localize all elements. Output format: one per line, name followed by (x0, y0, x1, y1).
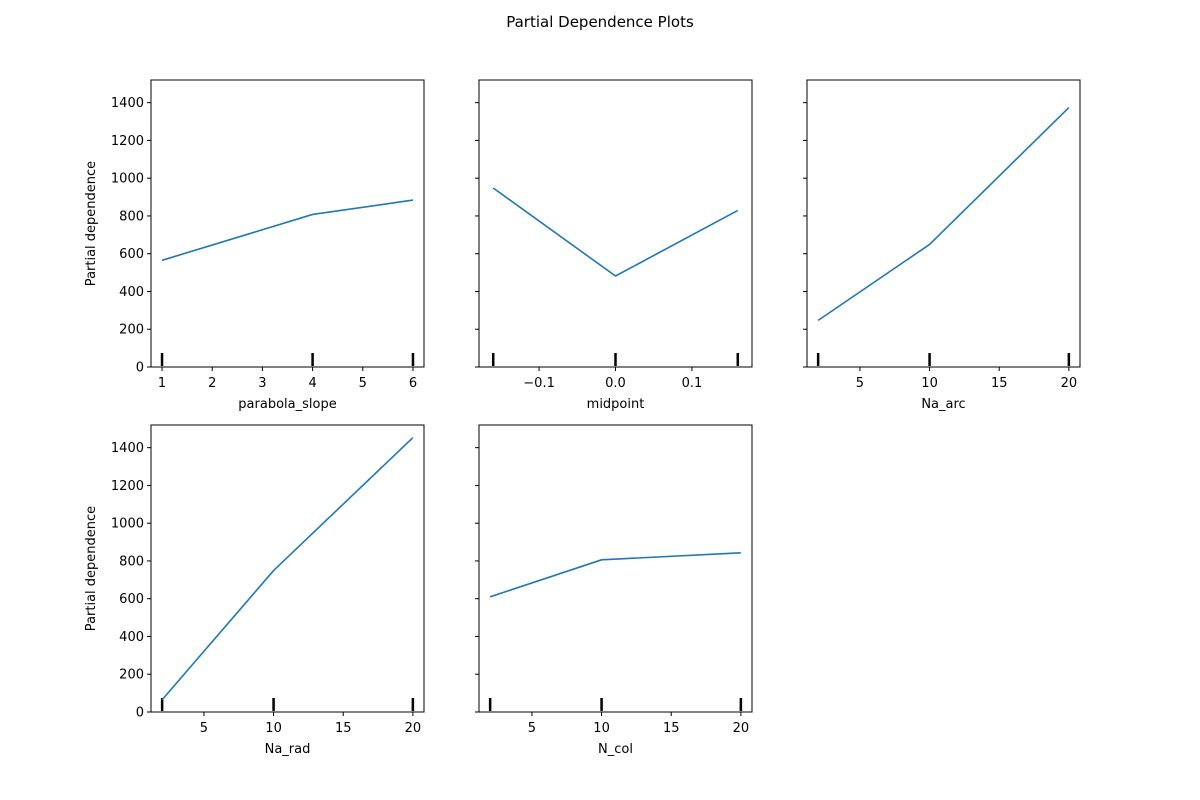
partial-dependence-line (161, 437, 414, 701)
y-tick-label: 200 (119, 323, 144, 338)
x-tick-label: 5 (856, 376, 864, 391)
x-tick-label: 4 (308, 376, 316, 391)
x-tick-label: 15 (335, 721, 352, 736)
y-tick-label: 1200 (111, 134, 144, 149)
x-axis-label: N_col (598, 742, 633, 757)
subplot-5: 5 10 15 20 N_col (475, 424, 753, 757)
y-tick-label: 1200 (111, 479, 144, 494)
y-tick-label: 1400 (111, 441, 144, 456)
axes-frame (478, 424, 753, 713)
x-tick-label: 20 (733, 721, 750, 736)
figure-title: Partial Dependence Plots (506, 13, 694, 31)
x-tick-label: 10 (265, 721, 282, 736)
subplot-4: 0 200 400 600 800 1000 1200 1400 5 10 15 20 Na_rad Pa… (84, 424, 425, 757)
subplot-1: 0 200 400 600 800 1000 1200 1400 1 2 3 4 5 6 parabola_… (84, 79, 425, 412)
y-tick-label: 800 (119, 554, 144, 569)
y-axis-label: Partial dependence (84, 506, 99, 631)
axes-frame (806, 79, 1081, 368)
x-tick-label: 10 (921, 376, 938, 391)
y-axis-label: Partial dependence (84, 161, 99, 286)
x-tick-label: 20 (405, 721, 422, 736)
x-tick-label: 2 (208, 376, 216, 391)
x-tick-label: 0.0 (605, 376, 626, 391)
y-tick-label: 1000 (111, 517, 144, 532)
x-tick-label: 15 (991, 376, 1008, 391)
x-tick-label: 20 (1061, 376, 1078, 391)
y-tick-label: 1400 (111, 96, 144, 111)
x-tick-label: 5 (359, 376, 367, 391)
x-tick-label: 3 (258, 376, 266, 391)
x-axis-label: Na_rad (265, 742, 311, 757)
y-tick-label: 200 (119, 668, 144, 683)
x-axis-label: Na_arc (921, 397, 965, 412)
y-tick-label: 600 (119, 592, 144, 607)
axes-frame (150, 79, 425, 368)
partial-dependence-line (489, 552, 741, 598)
subplot-2: −0.1 0.0 0.1 midpoint (475, 79, 753, 412)
y-tick-label: 0 (136, 706, 144, 721)
subplot-3: 5 10 15 20 Na_arc (803, 79, 1081, 412)
y-tick-label: 400 (119, 285, 144, 300)
x-axis-label: midpoint (587, 397, 645, 412)
x-tick-label: 6 (409, 376, 417, 391)
partial-dependence-line (161, 199, 414, 262)
x-tick-label: 15 (663, 721, 680, 736)
x-axis-label: parabola_slope (238, 397, 336, 412)
y-tick-label: 0 (136, 361, 144, 376)
partial-dependence-line (817, 106, 1070, 322)
x-tick-label: 5 (528, 721, 536, 736)
x-tick-label: 1 (158, 376, 166, 391)
y-tick-label: 800 (119, 209, 144, 224)
x-tick-label: 0.1 (682, 376, 703, 391)
x-tick-label: 10 (593, 721, 610, 736)
axes-frame (150, 424, 425, 713)
y-tick-label: 1000 (111, 172, 144, 187)
x-tick-label: −0.1 (523, 376, 555, 391)
y-tick-label: 600 (119, 247, 144, 262)
y-tick-label: 400 (119, 630, 144, 645)
partial-dependence-line (492, 187, 739, 277)
x-tick-label: 5 (200, 721, 208, 736)
